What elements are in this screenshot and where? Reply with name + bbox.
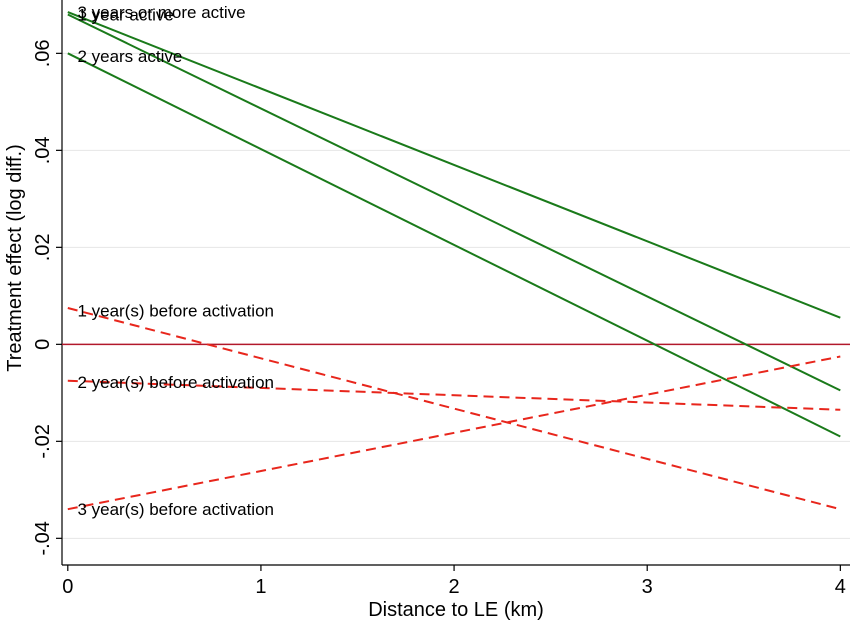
x-axis-title: Distance to LE (km) xyxy=(368,599,544,621)
series-line-1-year-active xyxy=(67,13,841,392)
series-lines xyxy=(67,11,841,511)
series-label: 2 years active xyxy=(77,47,182,66)
x-tick-label: 0 xyxy=(62,576,73,598)
series-label: 3 years or more active xyxy=(77,3,245,22)
series-label: 1 year(s) before activation xyxy=(77,301,274,320)
y-axis-title: Treatment effect (log diff.) xyxy=(4,144,26,372)
series-line-2-year-s-before-activation xyxy=(67,379,841,411)
y-tick-label: -.02 xyxy=(32,424,54,458)
series-label: 1 year active xyxy=(77,6,173,25)
y-tick-label: -.04 xyxy=(32,521,54,555)
x-tick-label: 3 xyxy=(642,576,653,598)
axis-ticks: -.04 -.02 0 .02 .04 .06 0 1 2 3 4 xyxy=(32,39,846,598)
series-label: 3 year(s) before activation xyxy=(77,500,274,519)
y-tick-label: .06 xyxy=(32,39,54,67)
x-tick-label: 1 xyxy=(255,576,266,598)
series-line-3-year-s-before-activation xyxy=(67,355,841,511)
x-tick-label: 4 xyxy=(835,576,846,598)
series-line-3-years-or-more-active xyxy=(67,11,841,319)
x-tick-label: 2 xyxy=(449,576,460,598)
axes xyxy=(61,0,850,566)
y-tick-label: 0 xyxy=(32,339,54,350)
y-tick-label: .02 xyxy=(32,233,54,261)
series-line-1-year-s-before-activation xyxy=(67,307,841,511)
y-tick-label: .04 xyxy=(32,136,54,164)
series-label: 2 year(s) before activation xyxy=(77,373,274,392)
series-line-2-years-active xyxy=(67,52,841,438)
gridlines xyxy=(62,52,850,539)
